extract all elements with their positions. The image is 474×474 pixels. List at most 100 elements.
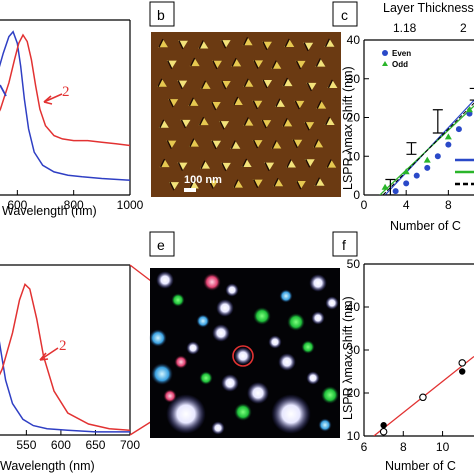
darkfield-particle (212, 324, 230, 342)
panel-f-open-point (458, 359, 466, 367)
darkfield-particle (211, 421, 225, 435)
panel-f-ytick: 10 (347, 429, 361, 443)
panel-a-series-1-line (0, 30, 130, 181)
legend-even-marker (382, 50, 388, 56)
legend-odd-marker (382, 61, 388, 66)
panel-c-odd-point (465, 106, 473, 113)
darkfield-particle (309, 274, 327, 292)
panel-a-chart: 600 800 1000 2 Wavelength (nm) (0, 19, 144, 218)
panel-c-xtick: 0 (361, 198, 368, 212)
panel-f-filled-point (380, 422, 387, 429)
panel-c-even-point (413, 172, 420, 179)
darkfield-particle (196, 314, 210, 328)
darkfield-particle (199, 371, 213, 385)
panel-c-even-point (424, 164, 431, 171)
panel-c-ytick: 10 (347, 149, 361, 163)
darkfield-particle (278, 353, 296, 371)
panel-f-xtick: 10 (436, 440, 450, 454)
legend-odd-label: Odd (392, 60, 408, 69)
panel-c-even-point (392, 188, 399, 195)
afm-image (151, 32, 341, 197)
darkfield-particle (221, 374, 239, 392)
panel-c-errorbar (406, 142, 417, 155)
panel-c-chart: c Layer Thickness 1.18 2 0 4 8 0 10 20 30 40 Ev… (332, 1, 474, 233)
panel-e: e (149, 231, 340, 438)
darkfield-particle (225, 283, 239, 297)
darkfield-particle (234, 347, 252, 365)
panel-d-xtick: 550 (16, 438, 36, 452)
darkfield-particle (166, 394, 206, 434)
panel-b-label: b (157, 7, 165, 23)
panel-a-arrow-1 (0, 84, 7, 97)
panel-d-arrow-2 (39, 347, 59, 361)
panel-f-open-point (419, 393, 427, 402)
panel-c-odd-point (381, 183, 389, 190)
panel-c-xtick: 4 (403, 198, 410, 212)
panel-f-chart: f 6 8 10 10 20 30 40 50 LSPR λmax Shift (nm) Nu… (332, 231, 474, 473)
panel-d-xtick: 700 (120, 438, 140, 452)
panel-a-xtick: 600 (7, 198, 27, 212)
panel-f-ytick: 30 (347, 343, 361, 357)
darkfield-particle (171, 293, 185, 307)
darkfield-particle (279, 289, 293, 303)
panel-c-odd-point (402, 168, 410, 175)
panel-f-xtick: 8 (400, 440, 407, 454)
afm-triangles (156, 36, 338, 191)
darkfield-particle (247, 382, 269, 404)
panel-f-ylabel: LSPR λmax Shift (nm) (341, 296, 355, 420)
panel-c-ytick: 0 (353, 188, 360, 202)
darkfield-particle (253, 307, 271, 325)
darkfield-particle (156, 271, 174, 289)
afm-scale-bar (184, 188, 196, 192)
panel-f-ytick: 20 (347, 386, 361, 400)
panel-c-even-point (434, 153, 441, 160)
panel-f-label: f (342, 237, 346, 253)
panel-d-xlabel: Wavelength (nm) (0, 459, 95, 473)
darkfield-particle (325, 296, 339, 310)
darkfield-particle (271, 394, 311, 434)
panel-d-label-2: 2 (59, 338, 67, 354)
darkfield-particle (311, 311, 325, 325)
darkfield-particle (301, 340, 315, 354)
darkfield-particle (318, 418, 332, 432)
panel-c-errorbar (385, 178, 396, 195)
panel-c-ytick: 30 (347, 72, 361, 86)
panel-d-series-1-line (0, 341, 130, 433)
panel-f-xtick: 6 (361, 440, 368, 454)
panel-f-ytick: 40 (347, 300, 361, 314)
darkfield-particle (234, 403, 252, 421)
panel-d-xtick: 600 (51, 438, 71, 452)
panel-c-even-point (445, 141, 452, 148)
panel-c-ytick: 20 (347, 111, 361, 125)
panel-c-odd-point (444, 133, 452, 140)
darkfield-particle (186, 341, 200, 355)
panel-a-xlabel: Wavelength (nm) (2, 204, 97, 218)
panel-a-xtick: 1000 (117, 198, 144, 212)
panel-c-ytick: 40 (347, 33, 361, 47)
darkfield-particle (151, 363, 173, 385)
panel-c-odd-point (423, 156, 431, 163)
panel-c-xtick: 8 (445, 198, 452, 212)
panel-c-xlabel: Number of C (390, 219, 461, 233)
panel-c-errorbar (469, 87, 474, 101)
panel-c-ylabel: LSPR λmax Shift (nm) (341, 66, 355, 190)
panel-c-even-point (403, 180, 410, 187)
panel-c-label: c (341, 7, 348, 23)
darkfield-particles (149, 271, 339, 435)
panel-c-top-tick-1: 1.18 (393, 21, 417, 35)
darkfield-particle (203, 273, 221, 291)
afm-scale-label: 100 nm (184, 174, 222, 186)
zoom-circle (232, 345, 254, 367)
panel-a-series-2-line (0, 33, 130, 147)
panel-d-series-2-line (0, 282, 130, 432)
darkfield-particle (321, 386, 339, 404)
panel-d-xtick: 650 (85, 438, 105, 452)
panel-f-ytick: 50 (347, 257, 361, 271)
panel-f-open-point (379, 427, 388, 436)
panel-a-xtick: 800 (64, 198, 84, 212)
panel-c-top-tick-2: 2 (460, 21, 467, 35)
darkfield-particle (149, 329, 167, 347)
panel-b: 100 nm b (149, 1, 341, 197)
panel-c-title: Layer Thickness (383, 1, 474, 15)
